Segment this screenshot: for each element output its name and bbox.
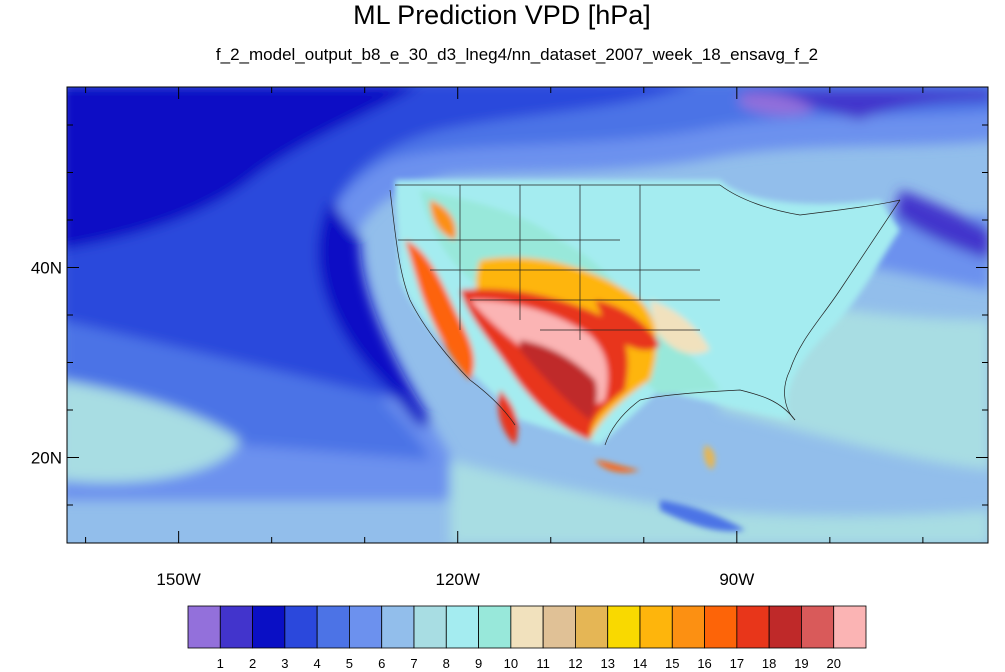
colorbar-label: 1	[217, 656, 224, 671]
colorbar-swatch	[510, 605, 544, 649]
colorbar-swatch	[381, 605, 415, 649]
colorbar-swatch	[607, 605, 641, 649]
colorbar-swatch	[639, 605, 673, 649]
colorbar-swatch	[736, 605, 770, 649]
colorbar-swatch	[252, 605, 286, 649]
x-axis: 150W 120W 90W	[85, 87, 924, 589]
x-tick-label: 120W	[436, 570, 480, 589]
y-axis: 40N 20N	[31, 124, 988, 506]
colorbar-label: 8	[443, 656, 450, 671]
colorbar-swatch	[349, 605, 383, 649]
colorbar-swatch	[801, 605, 835, 649]
colorbar: 1 2 3 4 5 6 7 8 9 10 11 12 13 14 15 16 17 18 19 20	[187, 605, 867, 671]
colorbar-swatch	[219, 605, 253, 649]
x-tick-label: 90W	[719, 570, 754, 589]
colorbar-swatch	[413, 605, 447, 649]
colorbar-label: 19	[794, 656, 808, 671]
colorbar-label: 14	[633, 656, 647, 671]
colorbar-label: 17	[730, 656, 744, 671]
chart-subtitle: f_2_model_output_b8_e_30_d3_lneg4/nn_dat…	[216, 45, 818, 64]
colorbar-label: 3	[281, 656, 288, 671]
y-tick-label: 20N	[31, 449, 62, 468]
colorbar-label: 7	[410, 656, 417, 671]
colorbar-label: 16	[697, 656, 711, 671]
colorbar-label: 9	[475, 656, 482, 671]
colorbar-label: 5	[346, 656, 353, 671]
x-tick-label: 150W	[156, 570, 200, 589]
colorbar-label: 12	[568, 656, 582, 671]
colorbar-label: 4	[314, 656, 321, 671]
colorbar-label: 2	[249, 656, 256, 671]
colorbar-label: 18	[762, 656, 776, 671]
colorbar-swatch	[187, 605, 221, 649]
colorbar-swatch	[478, 605, 512, 649]
colorbar-swatch	[316, 605, 350, 649]
coastlines	[389, 184, 901, 446]
y-tick-label: 40N	[31, 259, 62, 278]
colorbar-label: 15	[665, 656, 679, 671]
colorbar-label: 13	[600, 656, 614, 671]
colorbar-label: 10	[504, 656, 518, 671]
colorbar-label: 11	[536, 656, 550, 671]
colorbar-swatch	[542, 605, 576, 649]
colorbar-swatch	[704, 605, 738, 649]
colorbar-label: 20	[826, 656, 840, 671]
vpd-field	[67, 87, 988, 543]
colorbar-swatch	[768, 605, 802, 649]
colorbar-swatch	[671, 605, 705, 649]
colorbar-swatch	[445, 605, 479, 649]
colorbar-swatch	[575, 605, 609, 649]
colorbar-label: 6	[378, 656, 385, 671]
chart-title: ML Prediction VPD [hPa]	[353, 0, 651, 30]
colorbar-swatch	[833, 605, 867, 649]
colorbar-swatch	[284, 605, 318, 649]
